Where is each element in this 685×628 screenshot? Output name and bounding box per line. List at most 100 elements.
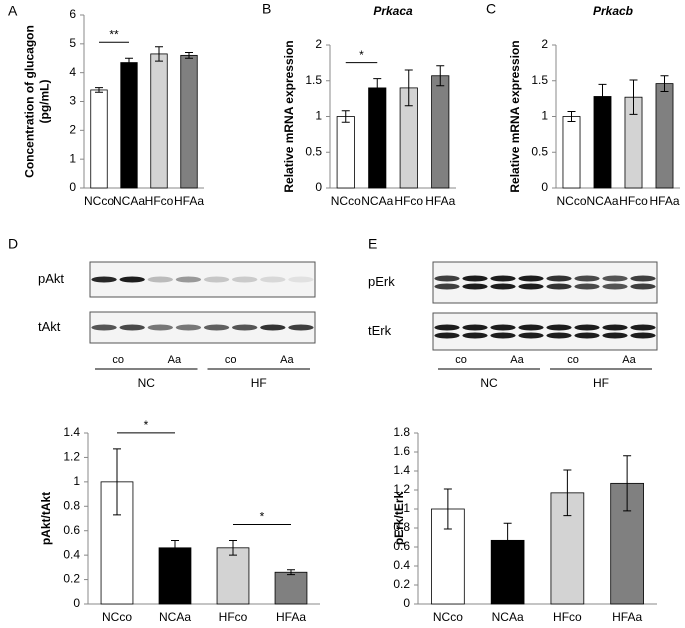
blot-band	[462, 332, 488, 339]
error-bar	[404, 69, 413, 107]
y-tick-label: 0.6	[393, 539, 410, 553]
blot-band	[288, 276, 314, 283]
y-tick-label: 1	[403, 501, 410, 515]
panel-label: B	[262, 1, 271, 17]
bar	[368, 87, 387, 189]
error-bar	[185, 51, 193, 59]
blot-row-label: tErk	[368, 323, 392, 338]
significance-label: *	[144, 418, 149, 432]
y-tick-label: 1.5	[531, 73, 548, 87]
y-tick-label: 0	[403, 596, 410, 610]
blot-band	[434, 283, 460, 290]
error-bar	[567, 110, 576, 123]
blot-frame	[432, 261, 658, 304]
y-axis-label: Relative mRNA expression	[282, 40, 296, 192]
significance-label: **	[109, 27, 119, 41]
x-tick-label: NCAa	[361, 194, 393, 208]
panel-label: E	[368, 236, 377, 252]
y-tick-label: 4	[69, 65, 76, 79]
y-tick-label: 0.2	[63, 572, 80, 586]
x-tick-label: NCco	[331, 194, 361, 208]
y-tick-label: 0	[541, 180, 548, 194]
blot-band	[490, 324, 516, 331]
blot-band	[490, 275, 516, 282]
blot-band	[288, 324, 314, 331]
error-bar	[443, 488, 452, 530]
blot-band	[630, 283, 656, 290]
bar	[274, 571, 308, 605]
x-tick-label: HFAa	[425, 194, 455, 208]
bar	[593, 96, 612, 189]
y-tick-label: 5	[69, 36, 76, 50]
y-axis-label: Concentration of glucagon	[23, 25, 37, 178]
blot-band	[546, 332, 572, 339]
blot-band	[232, 276, 258, 283]
y-axis-label: pAkt/tAkt	[39, 492, 53, 545]
blot-band	[232, 324, 258, 331]
group-label: NC	[480, 376, 498, 390]
bar	[216, 547, 250, 605]
y-tick-label: 0.4	[63, 547, 80, 561]
blot-band	[260, 324, 286, 331]
bar	[180, 54, 198, 189]
panel-label: D	[8, 236, 18, 252]
blot-band	[260, 276, 286, 283]
error-bar	[373, 78, 382, 98]
error-bar	[229, 539, 237, 556]
blot-band	[602, 324, 628, 331]
y-tick-label: 0	[73, 596, 80, 610]
x-tick-label: NCAa	[586, 194, 618, 208]
significance-label: *	[359, 48, 364, 62]
blot-band	[147, 276, 173, 283]
blot-row-label: tAkt	[38, 319, 61, 334]
blot-band	[462, 275, 488, 282]
blot-band	[602, 283, 628, 290]
lane-label: co	[455, 354, 467, 366]
group-label: HF	[593, 376, 609, 390]
lane-label: Aa	[280, 354, 294, 366]
bar	[655, 83, 674, 189]
x-tick-label: NCco	[556, 194, 586, 208]
x-tick-label: HFco	[553, 610, 582, 624]
error-bar	[113, 448, 121, 516]
y-tick-label: 0.5	[305, 144, 322, 158]
x-tick-label: NCAa	[492, 610, 524, 624]
blot-band	[203, 324, 230, 331]
blot-band	[434, 324, 460, 331]
x-tick-label: HFAa	[276, 610, 306, 624]
x-tick-label: HFAa	[612, 610, 642, 624]
x-tick-label: NCco	[102, 610, 132, 624]
y-tick-label: 1.4	[63, 425, 80, 439]
blot-band	[175, 276, 202, 283]
blot-band	[630, 332, 656, 339]
blot-row-label: pAkt	[38, 271, 64, 286]
y-axis-label: Relative mRNA expression	[508, 40, 522, 192]
y-tick-label: 3	[69, 94, 76, 108]
error-bar	[287, 569, 295, 576]
lane-label: Aa	[510, 354, 524, 366]
y-tick-label: 0.8	[393, 520, 410, 534]
error-bar	[171, 539, 179, 556]
blot-band	[147, 324, 173, 331]
blot-band	[630, 324, 656, 331]
group-label: NC	[138, 376, 156, 390]
y-axis-label: (pg/mL)	[38, 80, 52, 124]
blot-band	[630, 275, 656, 282]
error-bar	[125, 57, 133, 68]
x-tick-label: NCAa	[159, 610, 191, 624]
chart-title: Prkaca	[373, 4, 413, 18]
blot-band	[546, 283, 572, 290]
error-bar	[341, 110, 350, 123]
lane-label: co	[112, 354, 124, 366]
bar	[336, 116, 355, 189]
y-tick-label: 6	[69, 7, 76, 21]
panel-label: C	[486, 1, 496, 17]
error-bar	[155, 46, 163, 62]
group-label: HF	[251, 376, 267, 390]
blot-band	[203, 276, 230, 283]
blot-band	[91, 324, 117, 331]
y-tick-label: 0	[69, 180, 76, 194]
blot-band	[175, 324, 202, 331]
y-tick-label: 1	[69, 151, 76, 165]
